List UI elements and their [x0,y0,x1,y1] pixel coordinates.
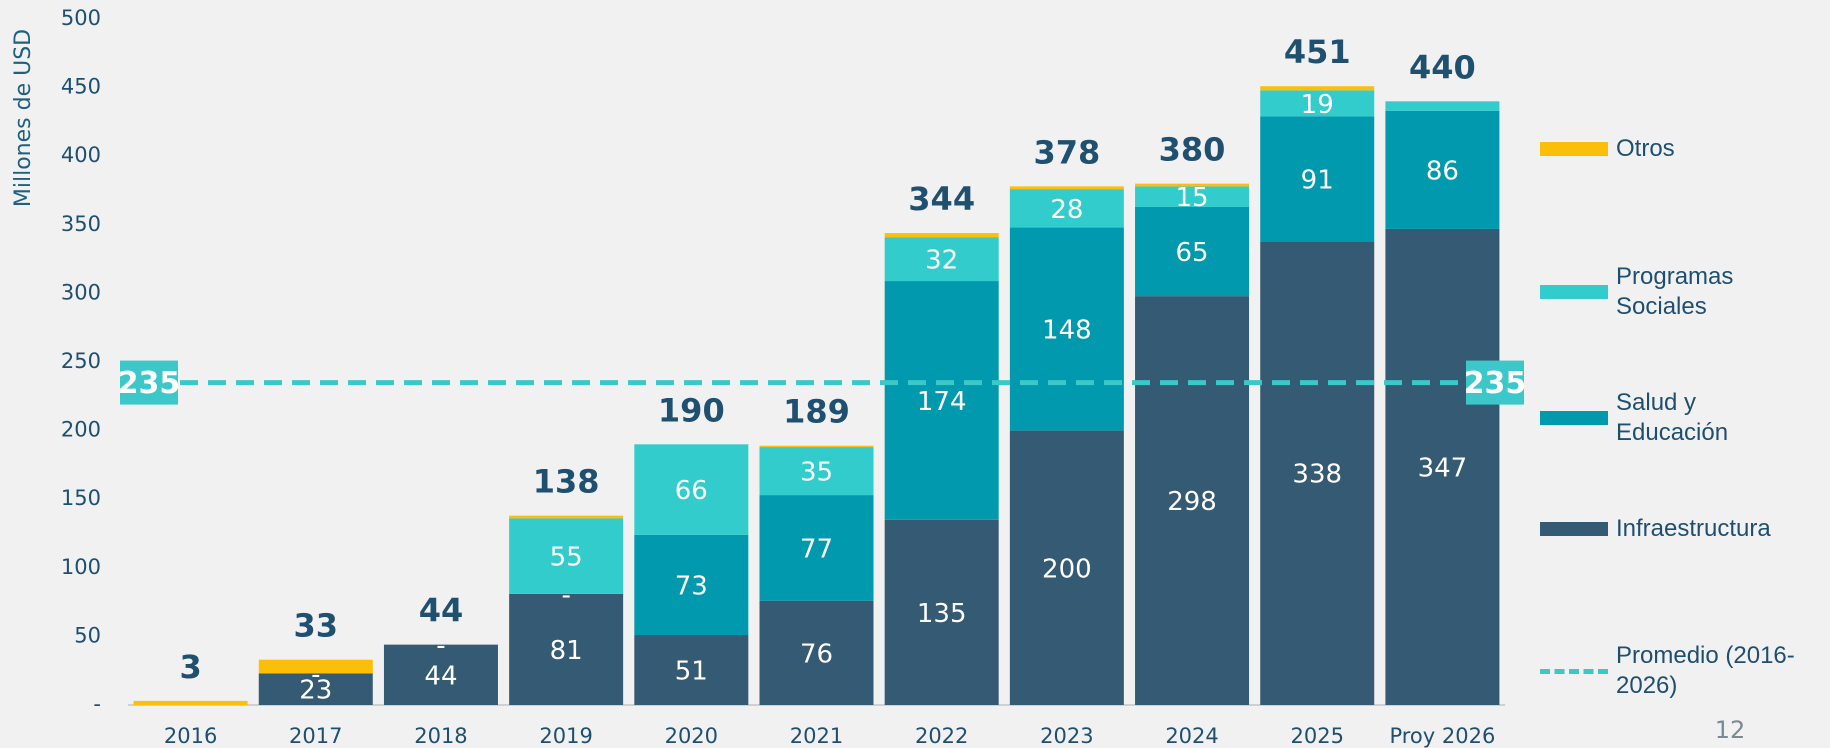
y-tick-label: 250 [61,349,101,373]
total-label: 378 [1033,133,1100,171]
y-tick-label: 50 [74,623,101,647]
total-label: 189 [783,393,850,431]
total-label: 33 [294,607,339,645]
value-label: 86 [1426,156,1459,186]
value-label: 347 [1418,453,1468,483]
value-label: 77 [800,534,833,564]
y-tick-label: 200 [61,418,101,442]
y-tick-label: 500 [61,6,101,30]
bar-segment [1010,186,1124,189]
bar-segment [1385,101,1499,111]
page: Millones de USD 12 -50100150200250300350… [0,0,1830,748]
y-tick-label: 400 [61,143,101,167]
value-label: 135 [917,599,967,629]
x-tick-label: 2020 [665,724,718,748]
value-label: 15 [1175,183,1208,213]
value-label: 32 [925,246,958,276]
x-tick-label: 2025 [1291,724,1344,748]
value-label: 55 [550,543,583,573]
bar-segment [1135,184,1249,187]
legend-item: Salud y Educación [1540,386,1796,450]
legend-item: Otros [1540,117,1796,181]
value-label: 76 [800,639,833,669]
x-tick-label: 2023 [1040,724,1093,748]
value-label: 91 [1301,165,1334,195]
legend-label: Salud y Educación [1616,388,1796,448]
legend-label: Promedio (2016-2026) [1616,641,1796,701]
x-tick-label: 2022 [915,724,968,748]
y-tick-label: 350 [61,212,101,236]
y-tick-label: 100 [61,555,101,579]
value-label: 44 [424,661,457,691]
value-label: 148 [1042,316,1092,346]
legend-swatch [1540,669,1608,674]
y-tick-label: 450 [61,75,101,99]
x-tick-label: Proy 2026 [1389,724,1495,748]
value-label: 338 [1292,460,1342,490]
bar-segment [259,660,373,674]
total-label: 451 [1284,33,1351,71]
value-label: 200 [1042,554,1092,584]
chart: Millones de USD 12 -50100150200250300350… [0,0,1830,748]
value-label: 81 [550,636,583,666]
value-label: 73 [675,571,708,601]
total-label: 190 [658,391,725,429]
value-label: 298 [1167,487,1217,517]
value-label: 66 [675,476,708,506]
legend-label: Otros [1616,134,1796,164]
bar-segment [760,446,874,447]
value-label: 28 [1050,195,1083,225]
y-tick-label: 300 [61,280,101,304]
x-tick-label: 2018 [414,724,467,748]
value-label: 65 [1175,238,1208,268]
total-label: 138 [533,463,600,501]
legend-swatch [1540,411,1608,425]
total-label: 344 [908,180,975,218]
bar-segment [134,701,248,705]
legend-swatch [1540,522,1608,536]
value-label: - [436,631,445,661]
page-number: 12 [1715,716,1746,744]
x-tick-label: 2024 [1165,724,1218,748]
legend-label: Infraestructura [1616,514,1796,544]
y-axis-title: Millones de USD [11,29,36,207]
average-label-right: 235 [1464,366,1527,401]
value-label: 35 [800,458,833,488]
x-tick-label: 2021 [790,724,843,748]
legend-label: Programas Sociales [1616,262,1796,322]
y-tick-label: 150 [61,486,101,510]
total-label: 440 [1409,48,1476,86]
legend-item: Promedio (2016-2026) [1540,639,1796,703]
x-tick-label: 2017 [289,724,342,748]
x-tick-label: 2019 [539,724,592,748]
bar-segment [509,516,623,519]
value-label: 51 [675,657,708,687]
bar-segment [885,233,999,237]
value-label: 174 [917,387,967,417]
y-tick-label: - [93,692,101,716]
legend-item: Programas Sociales [1540,260,1796,324]
total-label: 3 [179,648,201,686]
legend-swatch [1540,142,1608,156]
legend-item: Infraestructura [1540,497,1796,561]
legend-swatch [1540,285,1608,299]
value-label: 19 [1301,90,1334,120]
total-label: 44 [419,592,464,630]
bar-segment [1260,86,1374,90]
total-label: 380 [1159,131,1226,169]
average-label-left: 235 [118,366,181,401]
x-tick-label: 2016 [164,724,217,748]
